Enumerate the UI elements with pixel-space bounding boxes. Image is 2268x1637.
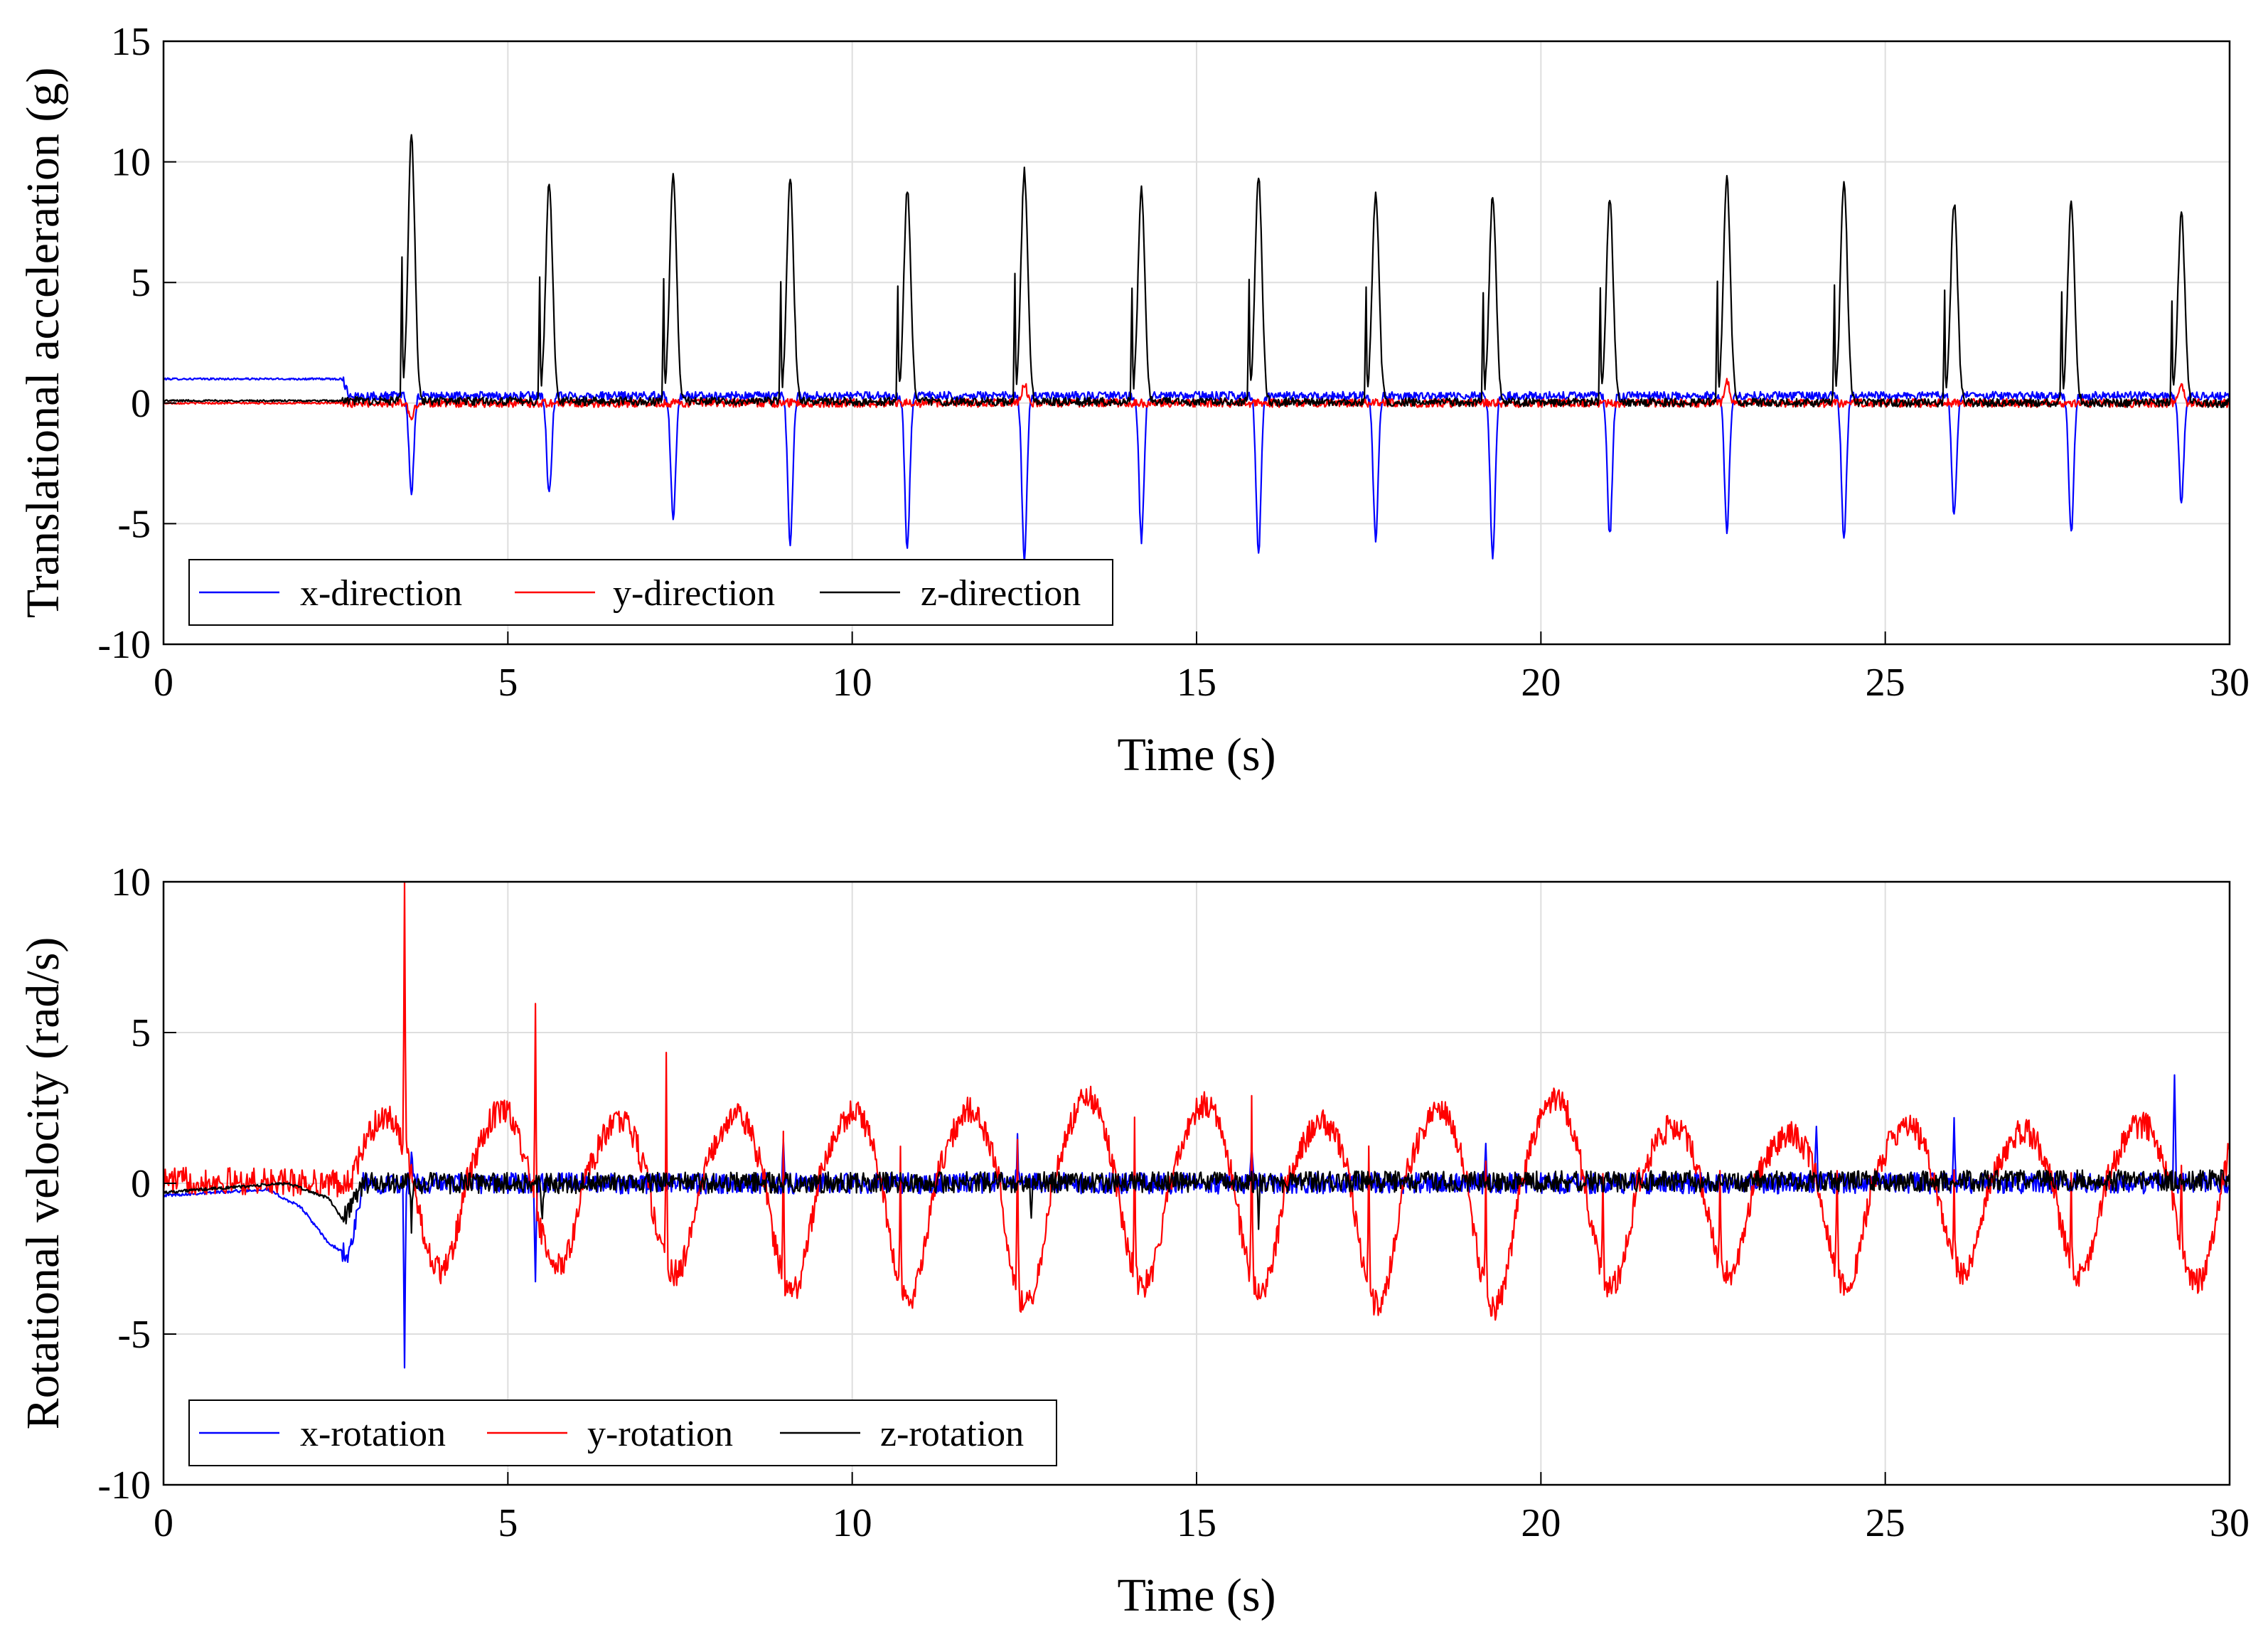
acceleration-y-tick-label: 0 [131, 382, 151, 426]
rotation-x-axis-label: Time (s) [1117, 1569, 1275, 1621]
rotation-x-tick-label: 5 [498, 1501, 518, 1545]
series-line-z-direction [163, 134, 2231, 408]
acceleration-x-tick-label: 25 [1866, 661, 1905, 705]
rotation-series [162, 880, 2231, 1369]
series-line-x-rotation [163, 1074, 2231, 1369]
rotation-y-axis-label: Rotational velocity (rad/s) [17, 937, 69, 1430]
legend-label-x-direction: x-direction [300, 573, 462, 614]
rotation-x-tick-label: 10 [833, 1501, 872, 1545]
series-line-z-rotation [162, 1169, 2231, 1234]
rotation-ticks: 0 5 10 15 20 25 30 -10 -5 0 5 10 [97, 860, 2250, 1545]
acceleration-x-tick-label: 30 [2210, 661, 2250, 705]
acceleration-x-tick-label: 20 [1521, 661, 1561, 705]
rotation-legend-box [188, 1399, 1057, 1466]
rotation-x-tick-label: 25 [1866, 1501, 1905, 1545]
acceleration-y-axis-label: Translational acceleration (g) [17, 68, 69, 619]
acceleration-x-tick-label: 0 [154, 661, 173, 705]
acceleration-x-axis-label: Time (s) [1117, 729, 1275, 781]
series-line-y-rotation [162, 880, 2231, 1321]
acceleration-series [163, 134, 2231, 564]
acceleration-x-tick-label: 15 [1177, 661, 1216, 705]
acceleration-y-tick-label: -5 [117, 502, 151, 546]
acceleration-legend: x-direction y-direction z-direction [188, 559, 1113, 626]
acceleration-ticks: 0 5 10 15 20 25 30 -10 -5 0 5 10 15 [97, 20, 2250, 705]
acceleration-y-tick-label: 5 [131, 261, 151, 305]
legend-label-x-rotation: x-rotation [300, 1414, 446, 1454]
acceleration-y-tick-label: 15 [111, 20, 151, 64]
acceleration-y-tick-label: -10 [97, 623, 151, 667]
legend-label-z-direction: z-direction [921, 573, 1081, 614]
rotation-x-tick-label: 20 [1521, 1501, 1561, 1545]
rotation-y-tick-label: -5 [117, 1313, 151, 1357]
rotation-y-tick-label: -10 [97, 1463, 151, 1508]
acceleration-x-tick-label: 5 [498, 661, 518, 705]
acceleration-panel: 0 5 10 15 20 25 30 -10 -5 0 5 10 15 Time (s) Transla… [17, 20, 2250, 781]
rotation-y-tick-label: 0 [131, 1162, 151, 1206]
acceleration-x-tick-label: 10 [833, 661, 872, 705]
rotation-y-tick-label: 5 [131, 1011, 151, 1055]
legend-label-z-rotation: z-rotation [880, 1414, 1024, 1454]
legend-label-y-rotation: y-rotation [587, 1414, 733, 1454]
rotation-x-tick-label: 15 [1177, 1501, 1216, 1545]
acceleration-legend-box [188, 559, 1113, 626]
rotation-legend: x-rotation y-rotation z-rotation [188, 1399, 1057, 1466]
rotation-x-tick-label: 0 [154, 1501, 173, 1545]
rotation-panel: 0 5 10 15 20 25 30 -10 -5 0 5 10 Time (s) Rotationa… [17, 860, 2250, 1621]
acceleration-y-tick-label: 10 [111, 141, 151, 185]
rotation-y-tick-label: 10 [111, 860, 151, 905]
rotation-x-tick-label: 30 [2210, 1501, 2250, 1545]
legend-label-y-direction: y-direction [613, 573, 775, 614]
